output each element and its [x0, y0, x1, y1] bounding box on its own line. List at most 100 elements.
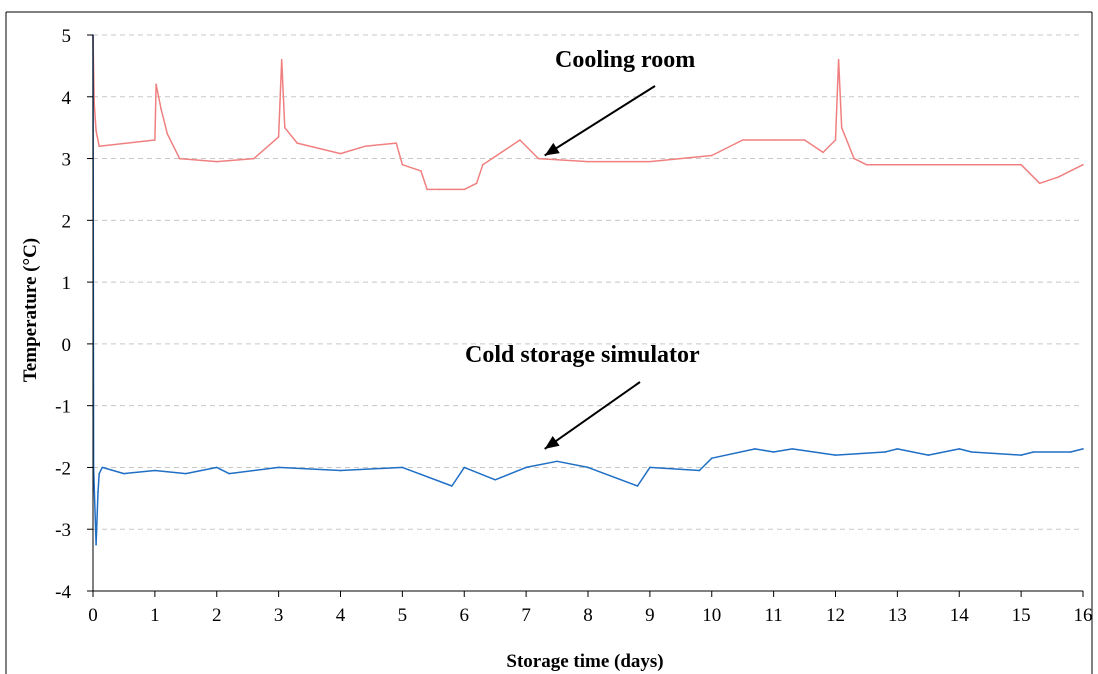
series-0-point-15 [339, 152, 342, 155]
series-0-point-28 [587, 160, 589, 163]
series-1-point-24 [754, 448, 756, 450]
series-1-point-15 [463, 466, 466, 469]
annotation-arrow-0 [544, 85, 656, 157]
series-0-point-14 [296, 142, 298, 144]
y-tick-label-1: 4 [62, 88, 72, 109]
series-1-point-5 [101, 466, 104, 469]
series-0-point-29 [649, 160, 651, 163]
series-0-point-31 [741, 139, 744, 141]
series-0-point-34 [822, 151, 824, 154]
y-tick-label-3: 2 [62, 211, 72, 232]
series-1-point-33 [1020, 454, 1022, 456]
series-1-point-7 [154, 469, 156, 472]
series-0-point-43 [1038, 182, 1041, 185]
series-1-point-12 [339, 469, 342, 472]
series-line-0 [92, 34, 1084, 191]
series-1-point-34 [1032, 451, 1035, 453]
series-0-point-25 [500, 151, 503, 154]
y-tick-label-0: 5 [62, 26, 72, 47]
series-1-point-18 [556, 460, 558, 463]
series-1-point-9 [215, 466, 218, 469]
x-axis-title: Storage time (days) [506, 651, 663, 672]
series-0-point-13 [284, 126, 286, 129]
x-tick-label-14: 14 [950, 605, 970, 626]
series-0-point-39 [865, 163, 868, 166]
series-0-point-26 [519, 139, 521, 141]
series-0-point-11 [277, 136, 280, 138]
series-1-point-30 [927, 454, 930, 456]
x-tick-label-10: 10 [702, 605, 721, 626]
series-0-point-6 [160, 108, 162, 110]
x-tick-label-4: 4 [336, 605, 346, 626]
y-tick-label-6: -1 [55, 397, 71, 418]
series-0-point-17 [395, 142, 397, 144]
series-1-point-35 [1069, 451, 1072, 453]
series-1-point-20 [636, 485, 639, 487]
x-tick-label-16: 16 [1074, 605, 1093, 626]
series-1-point-21 [649, 466, 651, 469]
series-1-point-32 [970, 451, 973, 453]
x-tick-label-9: 9 [645, 605, 655, 626]
x-tick-label-3: 3 [274, 605, 284, 626]
annotation-arrowhead-1 [544, 435, 560, 449]
x-tick-label-11: 11 [764, 605, 782, 626]
series-0-point-5 [155, 83, 157, 86]
series-0-point-45 [1082, 163, 1084, 166]
series-1-point-11 [277, 466, 280, 469]
series-1-point-14 [451, 485, 453, 487]
series-1-point-17 [525, 466, 527, 469]
series-1-point-29 [896, 448, 899, 450]
series-1-point-28 [884, 451, 886, 453]
grid-lines [93, 34, 1083, 530]
x-tick-label-15: 15 [1012, 605, 1031, 626]
x-tick-label-2: 2 [212, 605, 222, 626]
axes [87, 34, 1084, 597]
series-1-point-13 [401, 466, 404, 469]
cold-storage-label: Cold storage simulator [465, 342, 700, 368]
series-1-point-31 [958, 448, 961, 450]
series-0-point-40 [896, 163, 899, 166]
y-tick-label-8: -3 [55, 520, 71, 541]
series-0-point-36 [837, 58, 840, 61]
series-1-point-27 [834, 454, 837, 456]
x-tick-label-5: 5 [398, 605, 408, 626]
series-0-point-10 [253, 157, 255, 160]
series-1-point-22 [698, 469, 701, 472]
series-0-point-16 [364, 145, 367, 147]
series-0-point-42 [1020, 163, 1022, 166]
series-0-point-44 [1057, 176, 1060, 178]
x-tick-label-6: 6 [460, 605, 470, 626]
series-1-point-6 [123, 472, 125, 475]
series-1-point-19 [587, 466, 589, 469]
x-tick-label-12: 12 [826, 605, 845, 626]
series-0-point-21 [438, 188, 441, 191]
series-1-point-10 [228, 472, 230, 475]
series-0-point-12 [280, 58, 283, 61]
series-line-1 [92, 34, 1084, 546]
series-1-point-25 [772, 451, 775, 453]
series-0-point-20 [426, 188, 428, 191]
x-tick-label-8: 8 [583, 605, 593, 626]
series-0-point-19 [420, 170, 422, 172]
series-0-point-35 [834, 139, 837, 141]
series-0-point-23 [475, 182, 478, 185]
series-0-point-41 [958, 163, 961, 166]
series-0-point-8 [178, 157, 181, 160]
series-1-point-26 [791, 448, 793, 450]
chart-frame [5, 11, 1093, 674]
x-tick-labels: 0 1 2 3 4 5 6 7 8 9 10 11 12 13 14 15 16 [88, 605, 1092, 626]
series-0-point-4 [154, 139, 156, 141]
series-1-point-16 [494, 479, 496, 481]
series-0-point-37 [840, 126, 843, 129]
y-tick-label-4: 1 [62, 273, 72, 294]
x-tick-label-0: 0 [88, 605, 98, 626]
series-0-point-24 [482, 163, 484, 166]
y-tick-label-7: -2 [55, 458, 71, 479]
series-0-point-3 [98, 145, 100, 147]
series-0-point-22 [463, 188, 466, 191]
annotation-arrow-1 [544, 381, 641, 450]
series-0-point-27 [537, 157, 540, 160]
series-0-point-7 [166, 133, 169, 135]
cooling-room-label: Cooling room [555, 47, 695, 73]
